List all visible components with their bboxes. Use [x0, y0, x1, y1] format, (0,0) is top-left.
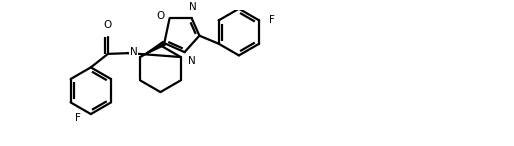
Text: F: F — [75, 113, 81, 123]
Text: F: F — [269, 15, 275, 25]
Polygon shape — [140, 41, 166, 57]
Text: N: N — [189, 2, 196, 12]
Text: N: N — [188, 56, 196, 66]
Text: O: O — [157, 11, 165, 21]
Text: N: N — [130, 47, 137, 57]
Text: O: O — [104, 20, 112, 30]
